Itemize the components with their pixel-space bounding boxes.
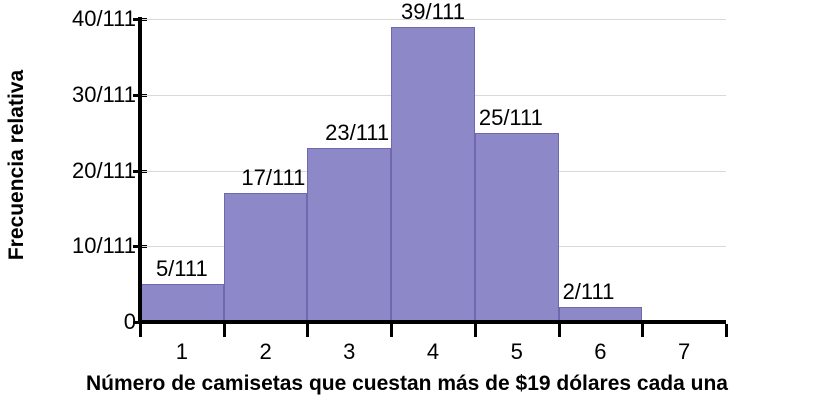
bar-value-label: 17/111 xyxy=(241,165,306,191)
bar-value-label: 2/111 xyxy=(562,278,615,304)
x-tick-mark xyxy=(725,324,728,337)
bar[interactable] xyxy=(140,284,224,322)
y-tick-label: 40/111 xyxy=(71,6,136,31)
y-axis-line xyxy=(138,17,142,324)
x-tick-mark xyxy=(306,324,310,337)
bar[interactable] xyxy=(223,193,308,322)
plot-area: 5/111 17/111 23/111 39/111 25/111 2/111 xyxy=(140,0,726,322)
x-tick-label: 7 xyxy=(678,339,691,364)
x-tick-mark xyxy=(139,324,142,337)
bar[interactable] xyxy=(391,26,475,322)
bar[interactable] xyxy=(474,132,559,322)
x-tick-label: 2 xyxy=(259,339,272,364)
x-tick-label: 1 xyxy=(175,339,188,364)
x-tick-label: 3 xyxy=(343,339,356,364)
y-tick-label: 0 xyxy=(123,309,136,334)
x-tick-label: 5 xyxy=(510,339,523,364)
x-axis-title: Número de camisetas que cuestan más de $… xyxy=(86,372,728,395)
x-tick-mark xyxy=(222,324,226,337)
y-tick-label: 10/111 xyxy=(71,233,136,259)
bar[interactable] xyxy=(307,147,392,322)
x-tick-label: 4 xyxy=(426,339,440,364)
x-tick-mark xyxy=(473,324,477,337)
bar-value-label: 23/111 xyxy=(325,119,390,145)
y-tick-label: 30/111 xyxy=(71,81,136,107)
x-tick-mark xyxy=(557,324,561,337)
x-tick-mark xyxy=(390,324,394,337)
y-tick-label: 20/111 xyxy=(71,157,136,183)
x-tick-label: 6 xyxy=(594,339,607,364)
bar-value-label: 5/111 xyxy=(155,256,208,282)
bar-value-label: 39/111 xyxy=(400,0,466,24)
x-tick-mark xyxy=(641,324,645,337)
x-axis-line xyxy=(138,320,726,324)
bar-value-label: 25/111 xyxy=(478,104,543,130)
gridline xyxy=(140,19,726,20)
